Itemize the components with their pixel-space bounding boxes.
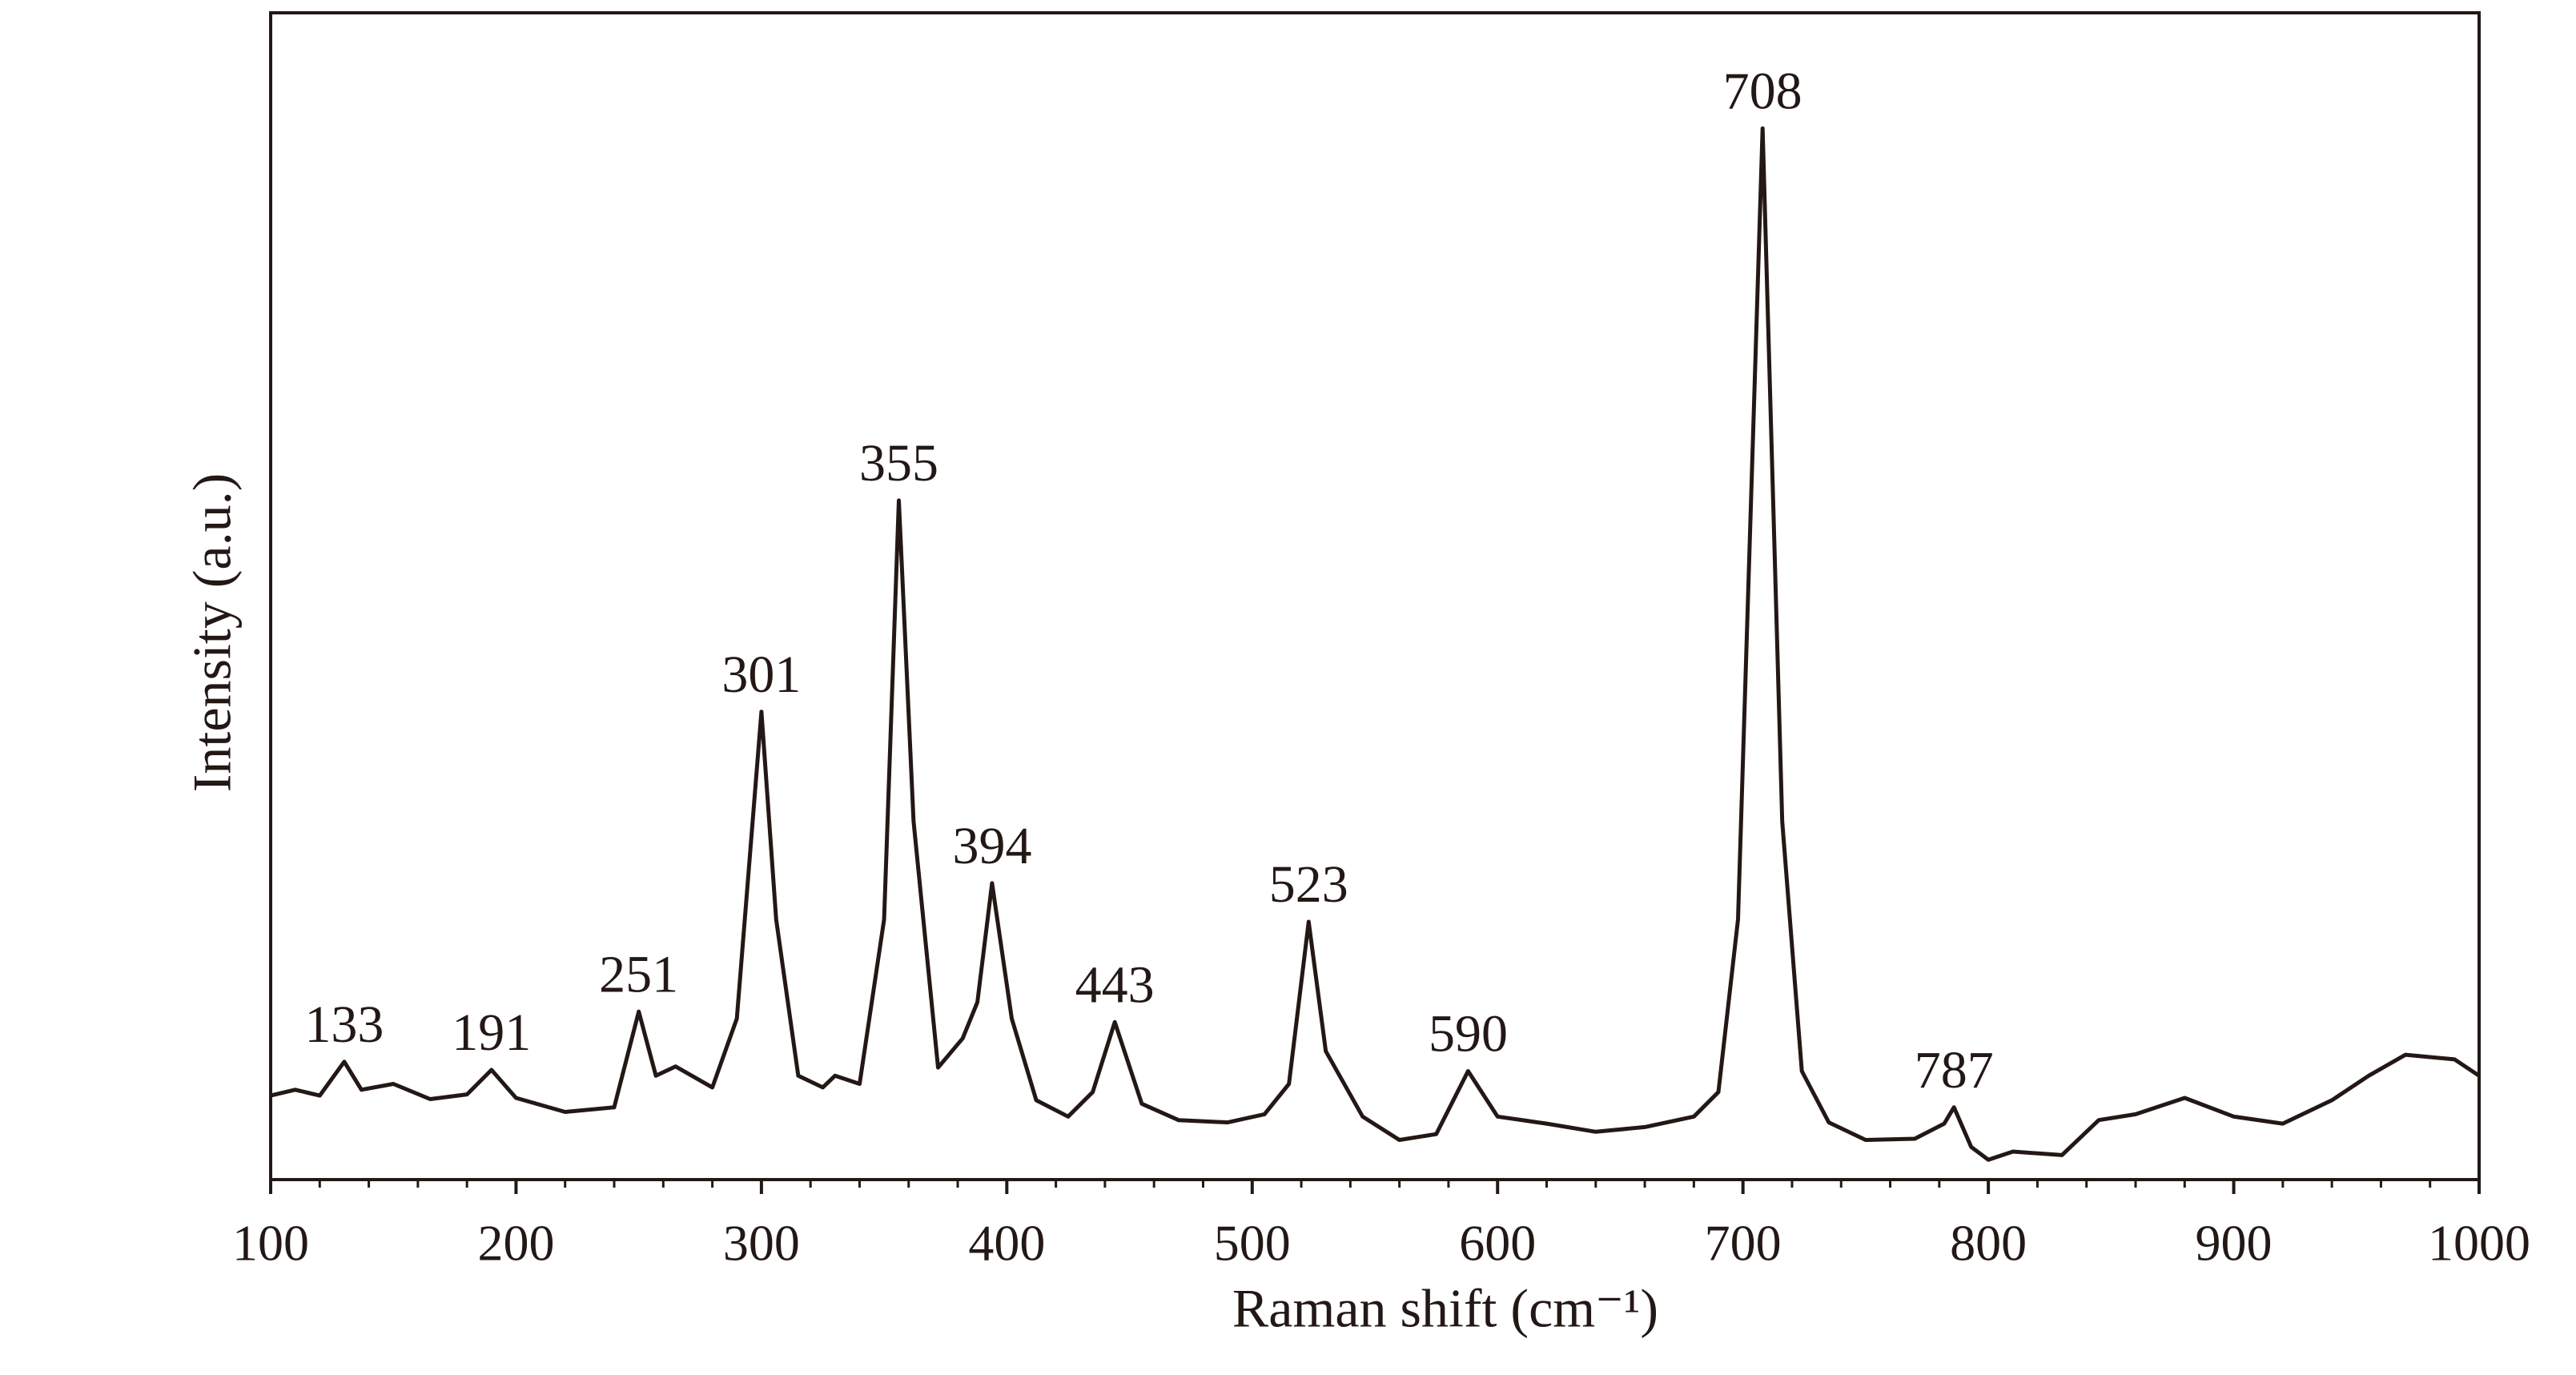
x-tick-label: 600 [1459, 1215, 1536, 1272]
peak-label: 787 [1915, 1041, 1994, 1100]
peak-label: 443 [1075, 955, 1155, 1014]
x-tick-label: 1000 [2428, 1215, 2530, 1272]
plot-frame [269, 11, 2481, 1181]
x-tick-label: 700 [1705, 1215, 1782, 1272]
x-tick-label: 200 [477, 1215, 554, 1272]
peak-label: 708 [1723, 62, 1802, 120]
peak-label: 191 [452, 1003, 531, 1062]
peak-label: 133 [304, 995, 384, 1054]
x-tick-label: 900 [2196, 1215, 2273, 1272]
x-tick-label: 300 [723, 1215, 800, 1272]
peak-label: 301 [721, 645, 801, 704]
peak-label: 523 [1269, 855, 1348, 914]
x-tick-label: 500 [1214, 1215, 1291, 1272]
spectrum-line [270, 126, 2481, 1162]
y-axis-label: Intensity (a.u.) [182, 473, 243, 792]
peak-label: 355 [859, 434, 938, 493]
peak-label: 590 [1429, 1005, 1508, 1063]
x-axis-label: Raman shift (cm⁻¹) [1232, 1278, 1658, 1339]
peak-label: 251 [599, 945, 678, 1003]
x-tick-label: 800 [1950, 1215, 2027, 1272]
x-tick-label: 100 [232, 1215, 309, 1272]
x-tick-label: 400 [968, 1215, 1045, 1272]
peak-label: 394 [952, 817, 1031, 875]
